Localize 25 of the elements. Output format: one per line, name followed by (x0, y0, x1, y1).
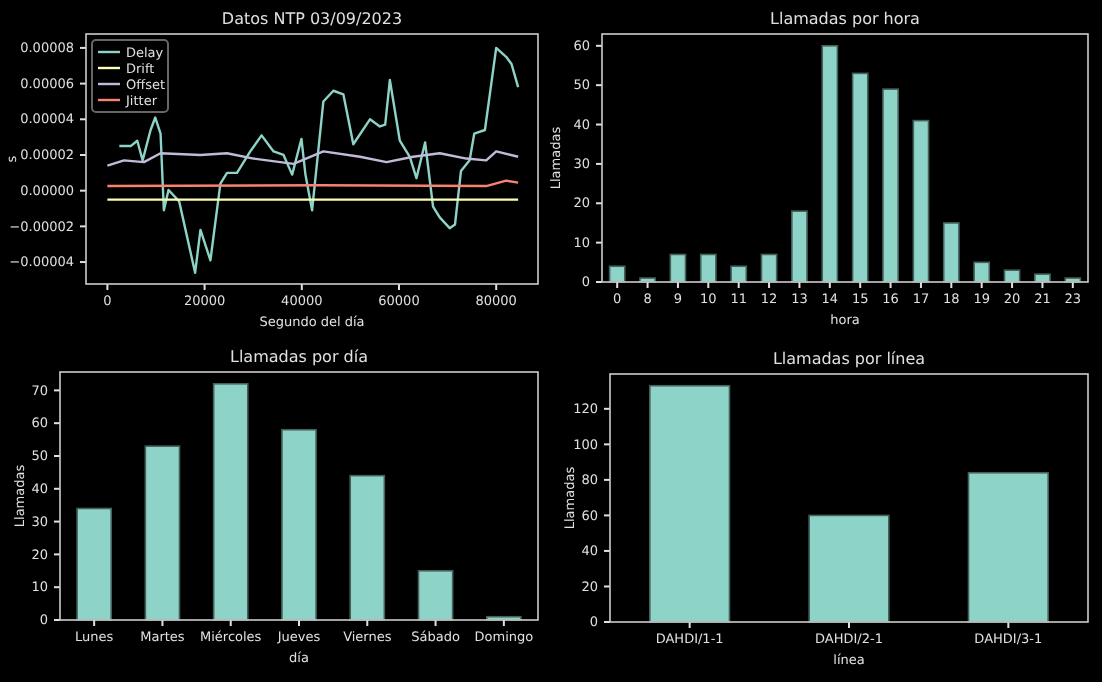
bar (973, 261, 991, 283)
line-series (118, 46, 520, 274)
bar (821, 45, 839, 283)
bar (912, 119, 930, 283)
bar (608, 265, 626, 283)
bar (967, 471, 1049, 623)
bar (212, 383, 249, 621)
chart-title: Llamadas por día (230, 348, 369, 366)
bar (851, 72, 869, 283)
chart-title: Datos NTP 03/09/2023 (221, 10, 403, 28)
bar (649, 384, 731, 623)
bar (730, 265, 748, 283)
bar (699, 253, 717, 283)
bar (882, 88, 899, 283)
bar (942, 222, 960, 283)
bar (144, 445, 181, 621)
bar (281, 428, 317, 621)
bar (349, 474, 386, 621)
bar (417, 569, 454, 621)
bar (76, 507, 113, 621)
chart-title: Llamadas por línea (772, 350, 926, 368)
chart-title: Llamadas por hora (770, 10, 921, 28)
bar (808, 514, 890, 623)
bar (791, 210, 808, 283)
line-series (106, 150, 520, 167)
